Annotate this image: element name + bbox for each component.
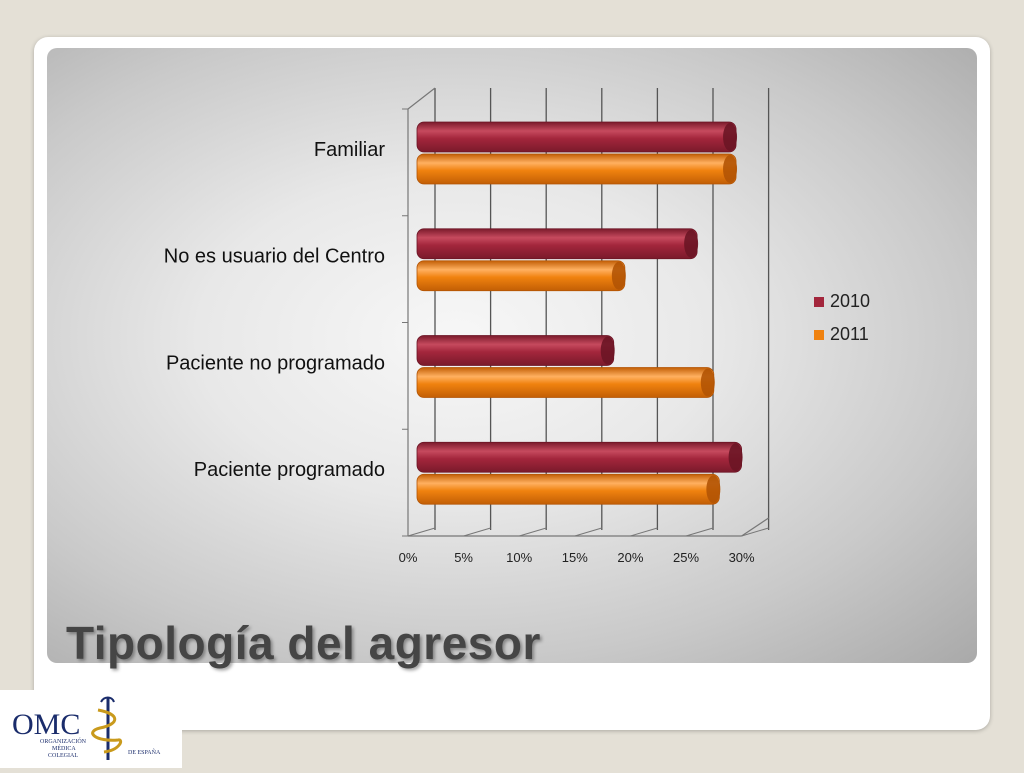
logo-line-4: DE ESPAÑA: [128, 748, 161, 756]
bar-end-cap: [706, 475, 721, 504]
bar-2011: [416, 367, 715, 398]
x-tick-label: 0%: [399, 550, 418, 565]
axis-right-floor: [741, 517, 769, 537]
bar-2010: [416, 335, 615, 366]
bar-2011: [416, 473, 720, 505]
bar-2011: [416, 153, 737, 185]
floor-gridline: [519, 527, 547, 537]
floor-gridline: [574, 527, 602, 537]
logo-line-1: ORGANIZACIÓN: [40, 737, 87, 745]
floor-gridline: [630, 527, 658, 537]
bar-end-cap: [723, 123, 738, 151]
legend-label-2010: 2010: [830, 291, 870, 311]
bar-end-cap: [728, 443, 743, 472]
legend-label-2011: 2011: [830, 324, 869, 344]
logo-line-2: MÉDICA: [52, 744, 76, 752]
slide-title: Tipología del agresor: [66, 617, 541, 669]
bar-2010: [416, 228, 698, 260]
bar-2010: [416, 121, 737, 153]
bar-end-cap: [723, 155, 738, 183]
x-tick-label: 15%: [562, 550, 588, 565]
category-label: No es usuario del Centro: [164, 246, 385, 268]
logo-main-text: OMC: [12, 708, 80, 741]
category-label: Familiar: [314, 139, 385, 161]
floor-gridline: [463, 527, 491, 537]
x-tick-label: 20%: [617, 550, 643, 565]
chart-panel: 0% 5% 10% 15% 20% 25% 30% Familiar No es usuario…: [47, 48, 977, 663]
bar-end-cap: [600, 336, 615, 365]
legend-swatch-2010: [814, 297, 824, 307]
x-tick-label: 5%: [454, 550, 473, 565]
x-tick-label: 10%: [506, 550, 532, 565]
bar-end-cap: [611, 261, 626, 290]
axis-left-top: [407, 87, 436, 110]
floor-gridline: [741, 527, 769, 537]
x-tick-label: 30%: [729, 550, 755, 565]
bar-end-cap: [684, 229, 699, 258]
bar-2010: [416, 441, 743, 473]
omc-logo: OMC ORGANIZACIÓN MÉDICA COLEGIAL DE ESPA…: [0, 690, 182, 768]
x-tick-label: 25%: [673, 550, 699, 565]
floor-gridline: [407, 527, 436, 537]
category-label: Paciente programado: [194, 459, 385, 481]
logo-line-3: COLEGIAL: [48, 753, 78, 759]
category-label: Paciente no programado: [166, 352, 385, 374]
bar-chart: 0% 5% 10% 15% 20% 25% 30% Familiar No es usuario…: [164, 87, 870, 565]
bar-2011: [416, 260, 626, 292]
bar-end-cap: [700, 368, 715, 397]
floor-gridline: [685, 527, 714, 537]
legend-swatch-2011: [814, 330, 824, 340]
